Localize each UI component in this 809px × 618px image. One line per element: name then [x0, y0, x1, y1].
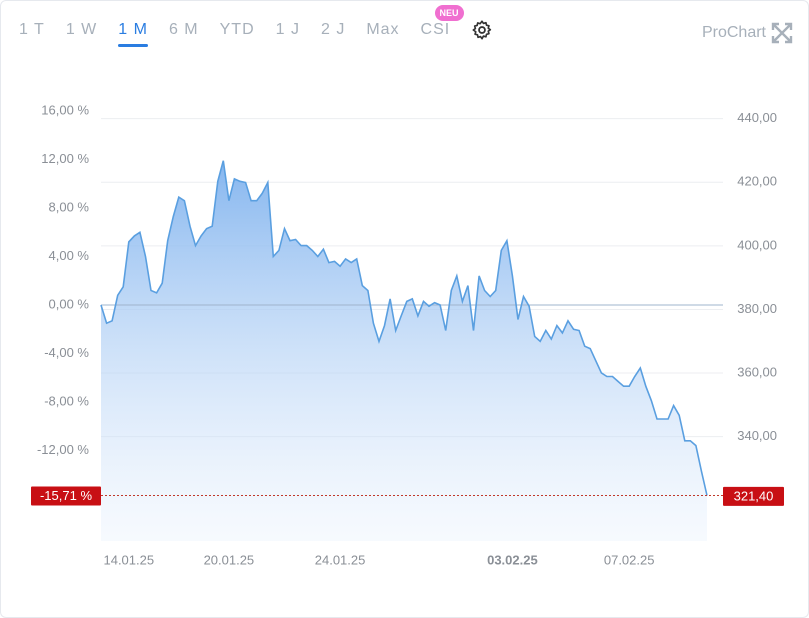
range-tabs: 1 T 1 W 1 M 6 M YTD 1 J 2 J Max CSI NEU	[19, 5, 493, 47]
range-tab[interactable]: Max	[366, 21, 399, 46]
range-tab[interactable]: 1 T	[19, 21, 45, 46]
y2-tick-label: 380,00	[737, 301, 777, 316]
tab-label: CSI	[420, 21, 451, 38]
tab-label: 6 M	[168, 21, 199, 38]
range-tab[interactable]: 1 W	[66, 21, 97, 46]
prochart-label: ProChart	[701, 24, 766, 41]
range-tab[interactable]: CSI NEU	[420, 5, 464, 46]
expand-icon	[771, 22, 793, 44]
last-percent-label: -15,71 %	[40, 488, 92, 503]
y-tick-label: 4,00 %	[49, 248, 90, 263]
y-tick-label: 0,00 %	[49, 296, 90, 311]
tab-label: 1 W	[65, 21, 98, 38]
y2-tick-label: 420,00	[737, 174, 777, 189]
y2-tick-label: 440,00	[737, 110, 777, 125]
settings-button[interactable]	[471, 19, 493, 46]
x-tick-label: 24.01.25	[315, 552, 366, 567]
area-fill	[101, 160, 707, 541]
x-tick-label: 03.02.25	[487, 552, 538, 567]
tab-label: YTD	[219, 21, 255, 38]
range-tab[interactable]: 1 J	[276, 21, 300, 46]
y-tick-label: 8,00 %	[49, 199, 90, 214]
x-tick-label: 14.01.25	[103, 552, 154, 567]
range-tab[interactable]: 1 M	[118, 21, 148, 47]
range-tab[interactable]: YTD	[220, 21, 255, 46]
tab-label: 2 J	[320, 21, 346, 38]
tab-label: Max	[366, 21, 400, 38]
range-tab[interactable]: 6 M	[169, 21, 199, 46]
x-tick-label: 07.02.25	[604, 552, 655, 567]
last-price-box	[723, 486, 784, 506]
range-tab[interactable]: 2 J	[321, 21, 345, 46]
y2-tick-label: 360,00	[737, 364, 777, 379]
y-tick-label: -4,00 %	[44, 345, 89, 360]
prochart-button[interactable]: ProChart	[702, 21, 794, 45]
y-tick-label: -12,00 %	[37, 442, 89, 457]
y-tick-label: 12,00 %	[41, 151, 89, 166]
x-tick-label: 20.01.25	[204, 552, 255, 567]
price-line	[100, 160, 708, 496]
y-tick-label: -8,00 %	[44, 393, 89, 408]
gear-icon	[472, 20, 492, 40]
y2-tick-label: 400,00	[737, 237, 777, 252]
last-percent-box	[31, 486, 101, 506]
y2-tick-label: 340,00	[737, 428, 777, 443]
tab-label: 1 J	[275, 21, 300, 38]
y-tick-label: 16,00 %	[41, 102, 89, 117]
last-price-label: 321,40	[734, 488, 774, 503]
tab-label: 1 M	[118, 21, 148, 38]
tab-label: 1 T	[19, 21, 45, 38]
new-badge: NEU	[434, 5, 464, 21]
